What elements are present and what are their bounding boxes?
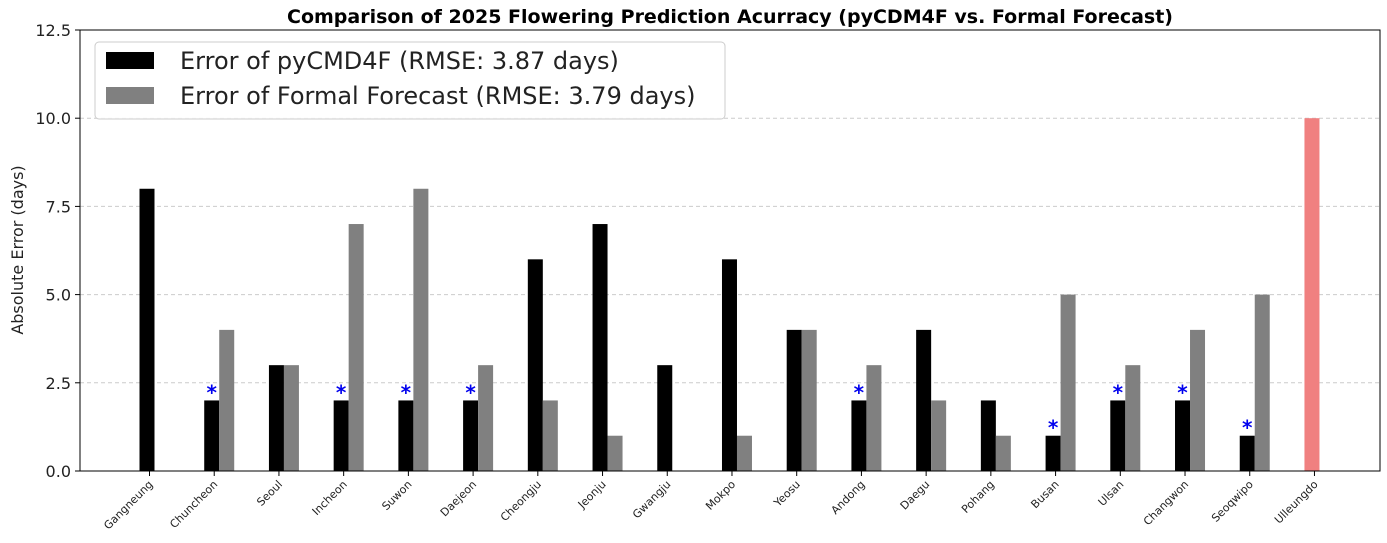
bar-formal-forecast bbox=[995, 435, 1011, 471]
bar-pycmd4f bbox=[721, 259, 737, 471]
bar-pycmd4f bbox=[463, 400, 479, 471]
legend-label: Error of Formal Forecast (RMSE: 3.79 day… bbox=[180, 82, 695, 110]
bar-formal-forecast bbox=[866, 365, 882, 471]
x-tick-label: Ulsan bbox=[1096, 478, 1127, 509]
bar-pycmd4f bbox=[916, 329, 932, 471]
x-tick-label: Ulleungdo bbox=[1272, 478, 1321, 527]
y-tick-label: 2.5 bbox=[46, 374, 71, 393]
plot-frame bbox=[79, 29, 1381, 472]
bar-pycmd4f bbox=[657, 365, 673, 471]
legend-swatch bbox=[106, 87, 154, 104]
bar-pycmd4f bbox=[1175, 400, 1191, 471]
significance-star: * bbox=[854, 380, 865, 404]
significance-star: * bbox=[465, 380, 476, 404]
x-tick-label: Gwangju bbox=[630, 478, 673, 521]
bar-pycmd4f bbox=[1239, 435, 1255, 471]
bar-formal-forecast bbox=[283, 365, 299, 471]
x-tick-label: Andong bbox=[829, 478, 868, 517]
bar-pycmd4f bbox=[1110, 400, 1126, 471]
bar-formal-forecast bbox=[931, 400, 947, 471]
x-tick-label: Daejeon bbox=[438, 478, 479, 519]
significance-star: * bbox=[336, 380, 347, 404]
x-tick-label: Incheon bbox=[310, 478, 350, 518]
bar-formal-forecast bbox=[1254, 294, 1270, 471]
significance-star: * bbox=[401, 380, 412, 404]
significance-star: * bbox=[206, 380, 217, 404]
legend-swatch bbox=[106, 52, 154, 69]
bar-pycmd4f bbox=[1045, 435, 1061, 471]
y-tick-label: 0.0 bbox=[46, 462, 71, 481]
x-tick-label: Yeosu bbox=[771, 478, 803, 510]
x-tick-label: Busan bbox=[1028, 478, 1061, 511]
y-tick-label: 7.5 bbox=[46, 197, 71, 216]
significance-star: * bbox=[1242, 416, 1253, 440]
x-tick-label: Seoqwipo bbox=[1209, 478, 1256, 525]
bar-pycmd4f bbox=[980, 400, 996, 471]
bar-formal-forecast bbox=[607, 435, 623, 471]
x-tick-label: Jeonju bbox=[575, 478, 609, 512]
x-tick-label: Suwon bbox=[379, 478, 414, 513]
chart-title: Comparison of 2025 Flowering Prediction … bbox=[287, 6, 1173, 28]
bar-pycmd4f bbox=[268, 365, 284, 471]
bar-pycmd4f bbox=[851, 400, 867, 471]
legend-label: Error of pyCMD4F (RMSE: 3.87 days) bbox=[180, 47, 619, 75]
bars bbox=[139, 118, 1320, 471]
y-tick-label: 12.5 bbox=[35, 21, 71, 40]
bar-formal-forecast bbox=[1060, 294, 1076, 471]
bar-formal-forecast bbox=[1190, 329, 1206, 471]
x-tick-label: Pohang bbox=[959, 478, 997, 516]
significance-markers: * * * * * * * * * bbox=[206, 380, 1253, 439]
bar-formal-forecast bbox=[478, 365, 494, 471]
bar-pycmd4f bbox=[592, 224, 608, 471]
bar-highlight bbox=[1304, 118, 1320, 471]
significance-star: * bbox=[1113, 380, 1124, 404]
significance-star: * bbox=[1177, 380, 1188, 404]
x-tick-label: Daegu bbox=[898, 478, 933, 513]
bar-formal-forecast bbox=[542, 400, 558, 471]
bar-pycmd4f bbox=[527, 259, 543, 471]
y-axis-label: Absolute Error (days) bbox=[8, 165, 27, 334]
bar-formal-forecast bbox=[736, 435, 752, 471]
bar-formal-forecast bbox=[413, 188, 429, 471]
bar-pycmd4f bbox=[398, 400, 414, 471]
y-tick-label: 5.0 bbox=[46, 286, 71, 305]
x-tick-label: Changwon bbox=[1141, 478, 1191, 528]
x-tick-label: Gangneung bbox=[101, 478, 155, 532]
x-tick-label: Seoul bbox=[254, 478, 285, 509]
y-tick-label: 10.0 bbox=[35, 109, 71, 128]
legend: Error of pyCMD4F (RMSE: 3.87 days) Error … bbox=[94, 41, 726, 120]
bar-formal-forecast bbox=[219, 329, 235, 471]
bar-pycmd4f bbox=[139, 188, 155, 471]
bar-pycmd4f bbox=[333, 400, 349, 471]
bar-formal-forecast bbox=[348, 224, 364, 471]
bar-pycmd4f bbox=[786, 329, 802, 471]
bar-pycmd4f bbox=[204, 400, 220, 471]
x-tick-label: Mokpo bbox=[703, 478, 738, 513]
significance-star: * bbox=[1048, 416, 1059, 440]
bar-formal-forecast bbox=[1125, 365, 1141, 471]
bar-formal-forecast bbox=[801, 329, 817, 471]
legend-box bbox=[94, 41, 726, 120]
x-tick-label: Cheongju bbox=[498, 478, 544, 524]
x-tick-label: Chuncheon bbox=[167, 478, 220, 531]
